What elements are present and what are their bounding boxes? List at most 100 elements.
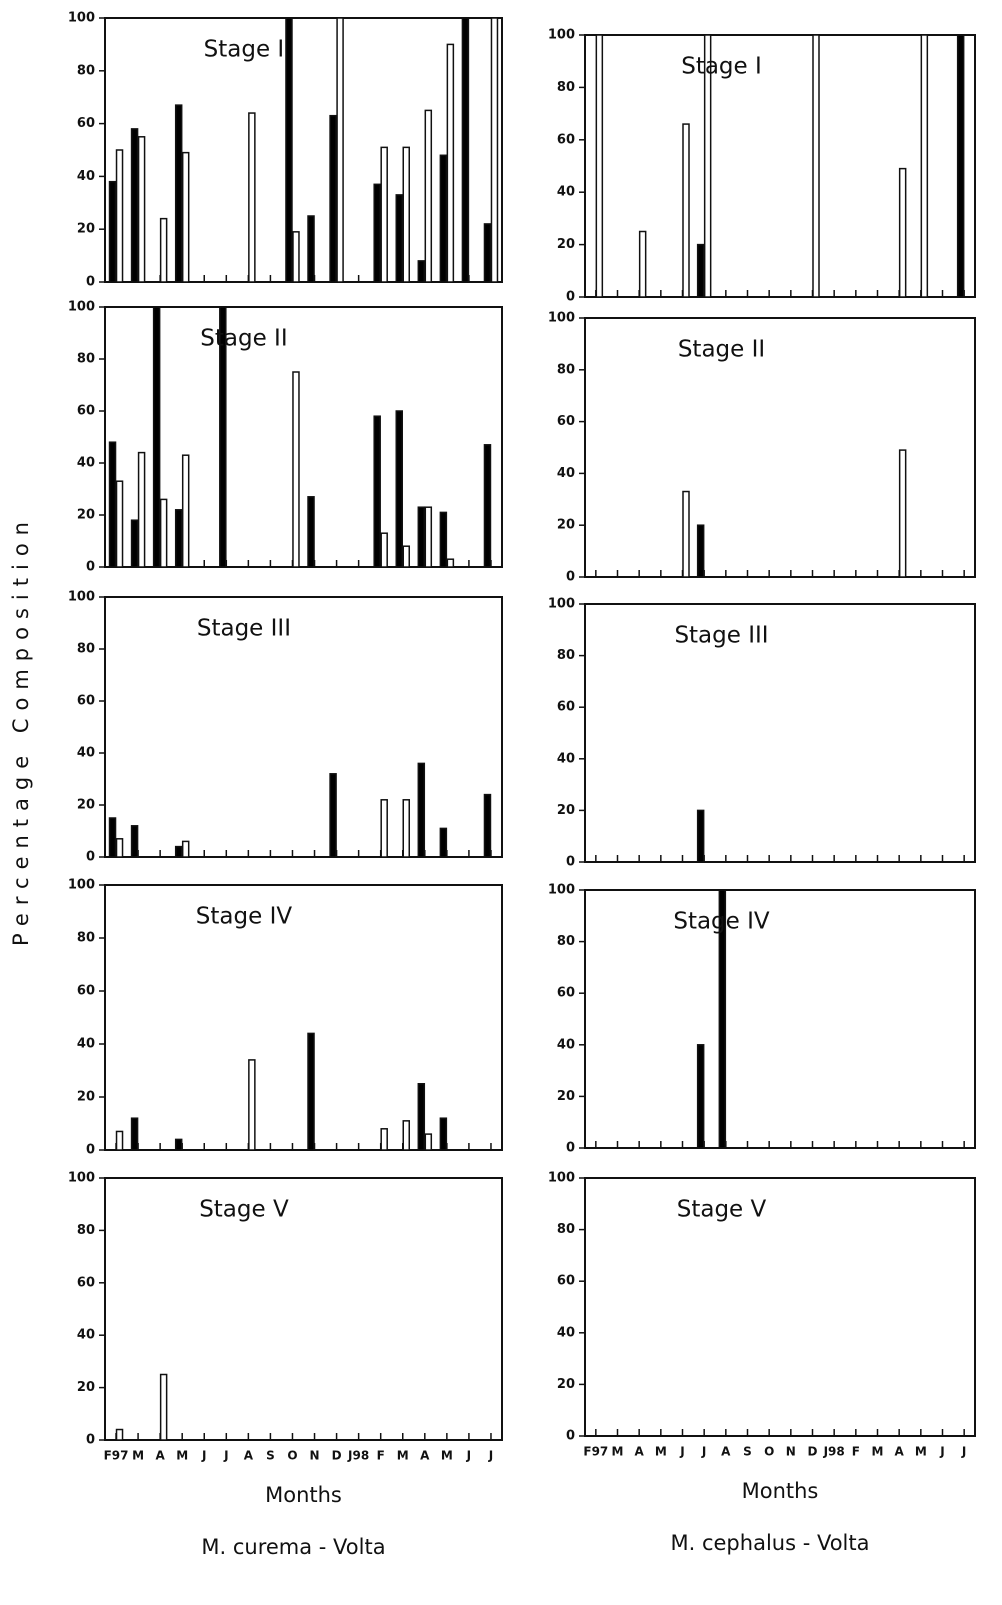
y-tick-label: 20 (557, 803, 575, 818)
bar (898, 449, 907, 578)
x-axis-label: Months (742, 1479, 819, 1503)
bar (718, 889, 727, 1149)
x-tick-label: A (420, 1449, 430, 1463)
bar (336, 17, 344, 283)
bar (130, 825, 139, 858)
x-tick-label: J (701, 1445, 706, 1459)
bar (159, 1373, 168, 1441)
y-tick-label: 0 (86, 275, 95, 290)
x-tick-label: O (287, 1449, 297, 1463)
bar (292, 371, 300, 568)
panel-title: Stage II (678, 337, 765, 363)
x-tick-label: A (244, 1449, 254, 1463)
x-tick-label: F97 (104, 1449, 129, 1463)
x-tick-label: J (466, 1449, 471, 1463)
y-tick-label: 20 (77, 508, 95, 523)
bar (307, 215, 315, 283)
bar (152, 306, 161, 568)
y-tick-label: 40 (557, 751, 575, 766)
x-tick-label: J98 (823, 1445, 845, 1459)
bar (329, 773, 337, 858)
bar (682, 490, 690, 578)
bar (380, 1128, 388, 1151)
bar (638, 230, 647, 298)
bar (703, 34, 712, 298)
bar (115, 1130, 124, 1151)
y-tick-label: 40 (77, 1328, 95, 1343)
plot-frame (104, 1177, 503, 1441)
bar (417, 260, 426, 283)
y-tick-label: 40 (557, 1325, 575, 1340)
y-tick-label: 60 (77, 116, 95, 131)
bar (696, 524, 705, 578)
bar (137, 136, 146, 283)
y-tick-label: 100 (548, 597, 575, 612)
y-tick-label: 0 (566, 1429, 575, 1444)
bar (248, 1059, 256, 1151)
y-tick-label: 60 (557, 414, 575, 429)
bar (380, 146, 388, 283)
bar (108, 441, 117, 568)
y-tick-label: 20 (77, 1090, 95, 1105)
x-tick-label: F (852, 1445, 860, 1459)
plot-frame (584, 34, 976, 298)
x-tick-label: J (223, 1449, 228, 1463)
y-tick-label: 60 (77, 404, 95, 419)
panel-title: Stage I (204, 37, 285, 63)
y-tick-label: 100 (68, 300, 95, 315)
bar (130, 1117, 139, 1151)
bar (115, 838, 124, 858)
bar (424, 1133, 433, 1151)
bar (682, 123, 690, 298)
bar (108, 817, 117, 858)
y-tick-label: 20 (557, 237, 575, 252)
bar (483, 444, 492, 568)
caption: M. cephalus - Volta (671, 1531, 870, 1555)
bar (956, 34, 965, 298)
x-tick-label: A (635, 1445, 645, 1459)
caption: M. curema - Volta (201, 1535, 385, 1559)
bar (137, 451, 146, 568)
y-tick-label: 20 (557, 518, 575, 533)
bar (417, 506, 426, 568)
y-tick-label: 40 (77, 1037, 95, 1052)
x-tick-label: M (176, 1449, 188, 1463)
bar (159, 498, 168, 568)
plot-frame (584, 889, 976, 1149)
bar (181, 454, 190, 568)
y-tick-label: 0 (566, 570, 575, 585)
bar (417, 762, 426, 858)
x-tick-label: J (201, 1449, 206, 1463)
x-tick-label: F97 (583, 1445, 608, 1459)
y-tick-label: 60 (77, 694, 95, 709)
y-tick-label: 80 (77, 352, 95, 367)
bar (130, 519, 139, 568)
x-tick-label: D (808, 1445, 818, 1459)
x-tick-label: M (397, 1449, 409, 1463)
x-tick-label: A (155, 1449, 165, 1463)
panel-title: Stage IV (196, 904, 293, 930)
y-tick-label: 100 (548, 311, 575, 326)
y-tick-label: 80 (557, 934, 575, 949)
y-tick-label: 0 (86, 850, 95, 865)
y-tick-label: 40 (77, 746, 95, 761)
bar (446, 43, 455, 283)
x-tick-label: N (786, 1445, 796, 1459)
bar (812, 34, 820, 298)
bar (696, 809, 705, 863)
y-tick-label: 100 (548, 1171, 575, 1186)
x-tick-label: A (895, 1445, 905, 1459)
plot-frame (584, 603, 976, 863)
y-tick-label: 100 (68, 1171, 95, 1186)
x-axis-label: Months (265, 1483, 342, 1507)
y-tick-label: 80 (77, 931, 95, 946)
y-tick-label: 100 (68, 878, 95, 893)
bar (174, 845, 183, 858)
y-tick-label: 40 (557, 185, 575, 200)
x-tick-label: M (441, 1449, 453, 1463)
y-tick-label: 60 (77, 984, 95, 999)
y-tick-label: 100 (548, 883, 575, 898)
y-tick-label: 60 (557, 132, 575, 147)
bar (696, 243, 705, 298)
bar (285, 17, 293, 283)
